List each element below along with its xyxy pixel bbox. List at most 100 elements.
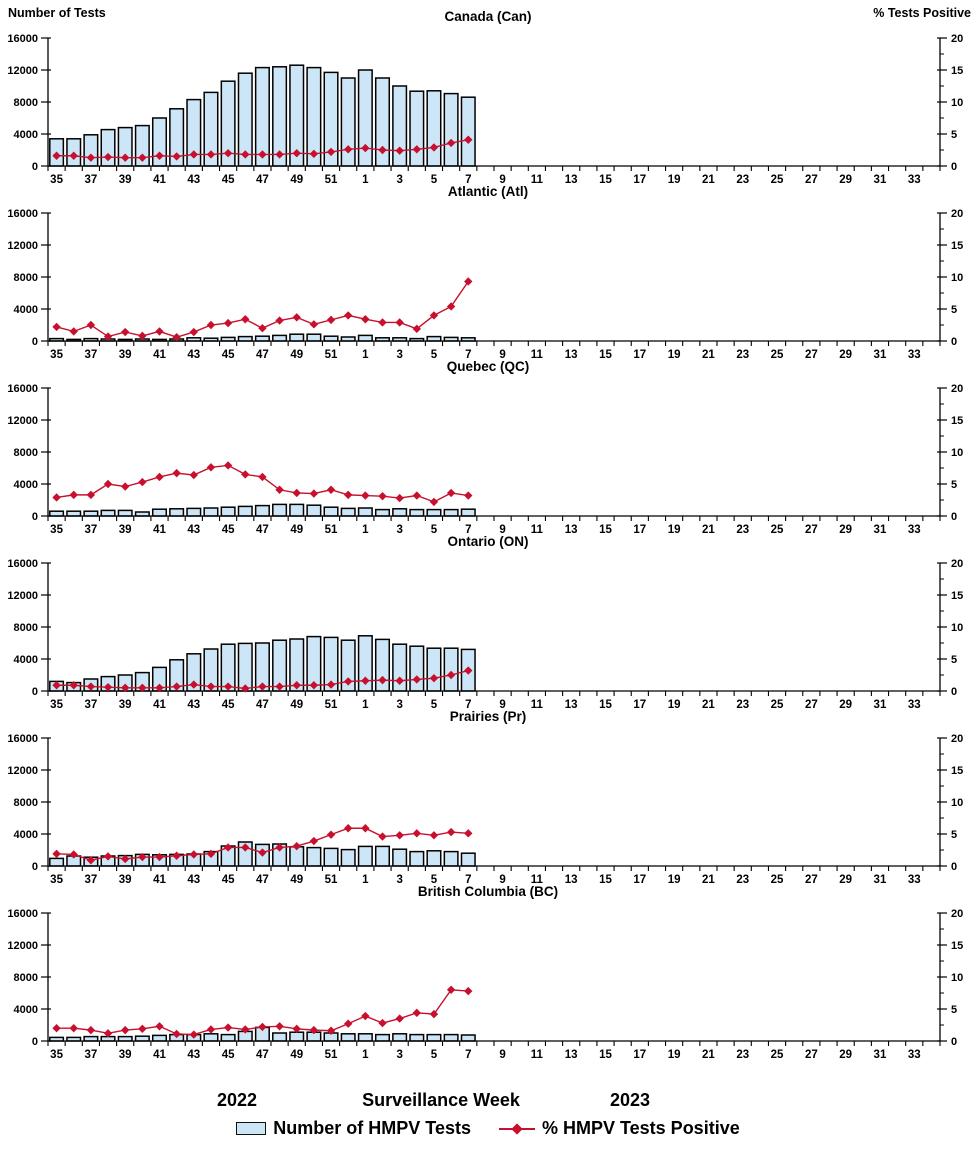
svg-text:0: 0: [32, 1036, 38, 1048]
svg-text:51: 51: [325, 1049, 338, 1058]
chart-panel-on: Ontario (ON) 0 4000 8000 12000 16000 0 5 10 15 20 3…: [0, 533, 976, 708]
chart-panel-atl: Atlantic (Atl) 0 4000 8000 12000 16000 0 5 10 15 2…: [0, 183, 976, 358]
svg-text:37: 37: [84, 699, 97, 708]
svg-text:41: 41: [153, 1049, 166, 1058]
svg-text:49: 49: [290, 349, 303, 358]
svg-text:10: 10: [951, 272, 963, 284]
svg-text:20: 20: [951, 208, 963, 220]
svg-text:29: 29: [839, 874, 852, 883]
svg-text:10: 10: [951, 622, 963, 634]
svg-text:17: 17: [633, 874, 646, 883]
svg-text:41: 41: [153, 874, 166, 883]
svg-text:33: 33: [908, 349, 921, 358]
svg-text:37: 37: [84, 524, 97, 533]
svg-text:25: 25: [771, 524, 784, 533]
chart-panel-pr: Prairies (Pr) 0 4000 8000 12000 16000 0 5 10 15 20…: [0, 708, 976, 883]
svg-text:29: 29: [839, 349, 852, 358]
svg-text:3: 3: [396, 699, 402, 708]
svg-text:47: 47: [256, 1049, 269, 1058]
svg-text:0: 0: [951, 686, 957, 698]
svg-text:5: 5: [951, 654, 957, 666]
svg-text:1: 1: [362, 699, 369, 708]
svg-text:7: 7: [465, 174, 471, 183]
svg-text:21: 21: [702, 874, 715, 883]
svg-text:0: 0: [951, 161, 957, 173]
svg-text:1: 1: [362, 524, 369, 533]
chart-panel-bc: British Columbia (BC) 0 4000 8000 12000 16000…: [0, 883, 976, 1058]
svg-text:15: 15: [951, 765, 963, 777]
svg-text:31: 31: [874, 1049, 887, 1058]
svg-text:15: 15: [951, 940, 963, 952]
svg-text:5: 5: [431, 874, 438, 883]
svg-text:5: 5: [951, 1004, 957, 1016]
svg-text:20: 20: [951, 908, 963, 920]
svg-text:33: 33: [908, 1049, 921, 1058]
svg-text:15: 15: [599, 524, 612, 533]
svg-text:45: 45: [222, 174, 235, 183]
svg-text:25: 25: [771, 874, 784, 883]
svg-text:31: 31: [874, 874, 887, 883]
svg-text:39: 39: [119, 1049, 132, 1058]
svg-text:5: 5: [951, 479, 957, 491]
svg-text:0: 0: [951, 336, 957, 348]
svg-text:39: 39: [119, 524, 132, 533]
svg-text:11: 11: [531, 699, 544, 708]
panel-title-pr: Prairies (Pr): [449, 709, 527, 724]
svg-text:3: 3: [396, 1049, 402, 1058]
svg-text:15: 15: [599, 699, 612, 708]
svg-text:43: 43: [187, 524, 200, 533]
svg-text:45: 45: [222, 524, 235, 533]
svg-text:12000: 12000: [7, 65, 38, 77]
svg-text:19: 19: [668, 1049, 681, 1058]
svg-text:45: 45: [222, 349, 235, 358]
svg-text:47: 47: [256, 524, 269, 533]
svg-text:37: 37: [84, 1049, 97, 1058]
svg-text:51: 51: [325, 874, 338, 883]
svg-text:16000: 16000: [7, 908, 38, 920]
svg-text:9: 9: [499, 699, 505, 708]
svg-text:31: 31: [874, 524, 887, 533]
svg-text:31: 31: [874, 699, 887, 708]
svg-text:9: 9: [499, 1049, 505, 1058]
svg-text:49: 49: [290, 699, 303, 708]
svg-text:10: 10: [951, 972, 963, 984]
svg-text:35: 35: [50, 1049, 63, 1058]
svg-text:16000: 16000: [7, 733, 38, 745]
svg-text:41: 41: [153, 699, 166, 708]
legend-label-pct: % HMPV Tests Positive: [541, 1118, 740, 1138]
svg-text:27: 27: [805, 699, 818, 708]
svg-text:11: 11: [531, 874, 544, 883]
svg-text:4000: 4000: [14, 479, 38, 491]
svg-text:0: 0: [951, 511, 957, 523]
svg-text:13: 13: [565, 874, 578, 883]
svg-text:7: 7: [465, 1049, 471, 1058]
svg-text:15: 15: [599, 349, 612, 358]
svg-text:45: 45: [222, 699, 235, 708]
svg-text:31: 31: [874, 349, 887, 358]
svg-text:41: 41: [153, 174, 166, 183]
svg-text:13: 13: [565, 349, 578, 358]
svg-text:17: 17: [633, 524, 646, 533]
year-label-2023: 2023: [609, 1090, 651, 1110]
panel-title-bc: British Columbia (BC): [417, 884, 559, 899]
svg-text:35: 35: [50, 699, 63, 708]
svg-text:39: 39: [119, 174, 132, 183]
svg-text:1: 1: [362, 349, 369, 358]
svg-text:17: 17: [633, 174, 646, 183]
left-axis-title: Number of Tests: [8, 6, 106, 20]
svg-text:49: 49: [290, 1049, 303, 1058]
chart-panel-can: Canada (Can) 0 4000 8000 12000 16000 0 5 10 15 20 3…: [0, 8, 976, 183]
svg-text:27: 27: [805, 349, 818, 358]
svg-text:4000: 4000: [14, 829, 38, 841]
svg-text:3: 3: [396, 174, 402, 183]
svg-text:15: 15: [599, 1049, 612, 1058]
svg-text:16000: 16000: [7, 33, 38, 45]
svg-text:0: 0: [32, 686, 38, 698]
svg-text:13: 13: [565, 524, 578, 533]
svg-text:33: 33: [908, 699, 921, 708]
chart-panel-qc: Quebec (QC) 0 4000 8000 12000 16000 0 5 10 15 20 35…: [0, 358, 976, 533]
